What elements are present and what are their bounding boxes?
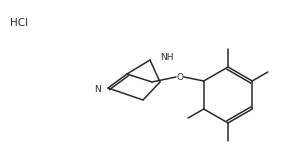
- Text: N: N: [94, 85, 101, 94]
- Text: HCl: HCl: [10, 18, 28, 28]
- Text: O: O: [177, 73, 184, 82]
- Text: NH: NH: [160, 54, 173, 63]
